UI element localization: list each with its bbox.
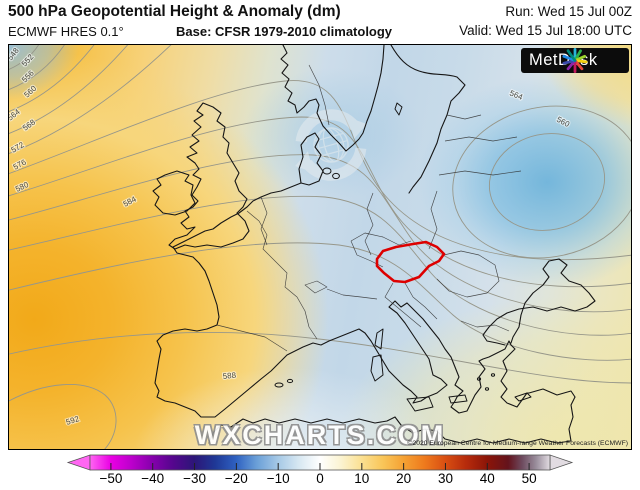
hungary-outline — [375, 240, 446, 284]
colorbar-tick-label: −40 — [141, 471, 164, 486]
page-title: 500 hPa Geopotential Height & Anomaly (d… — [8, 3, 341, 20]
contour-label: 560 — [555, 115, 571, 129]
contour-label: 548 — [9, 46, 21, 62]
colorbar-right-arrow — [549, 454, 574, 471]
colorbar-tick-label: 40 — [480, 471, 495, 486]
metdesk-starburst-icon — [562, 48, 588, 73]
metdesk-logo: MetDesk — [521, 48, 629, 73]
contour-lines — [9, 45, 631, 449]
colorbar-tick-label: 10 — [354, 471, 369, 486]
map-overlay: 5485525565605645685725765805845885925605… — [9, 45, 631, 449]
weather-map: 548 552 556 560 564 568 572 576 580 584 588 592 560 5… — [8, 44, 632, 450]
anomaly-colorbar: −50 −40 −30 −20 −10 0 10 20 30 40 50 — [66, 454, 574, 486]
model-label: ECMWF HRES 0.1° — [8, 24, 124, 39]
valid-time-label: Valid: Wed 15 Jul 18:00 UTC — [459, 23, 632, 38]
copyright-text: ©2020 European Centre for Medium-range W… — [407, 440, 628, 447]
run-time-label: Run: Wed 15 Jul 00Z — [505, 4, 632, 19]
contour-label: 580 — [14, 180, 30, 194]
colorbar-tick-label: −20 — [225, 471, 248, 486]
colorbar-tick-label: 20 — [396, 471, 411, 486]
colorbar-tick-label: −30 — [183, 471, 206, 486]
wxcharts-text-watermark: WXCHARTS.COM — [194, 420, 446, 450]
colorbar-tick-label: 30 — [438, 471, 453, 486]
coastlines — [152, 45, 596, 444]
contour-label: 584 — [122, 194, 138, 208]
colorbar-tick-label: −50 — [99, 471, 122, 486]
country-borders — [216, 64, 522, 352]
climatology-base-label: Base: CFSR 1979-2010 climatology — [176, 24, 393, 39]
colorbar-left-arrow — [66, 454, 91, 471]
contour-label: 588 — [222, 371, 237, 381]
contour-label: 564 — [9, 107, 22, 123]
contour-label: 552 — [20, 52, 36, 68]
islands — [274, 102, 532, 412]
contour-label: 592 — [65, 414, 81, 427]
colorbar-tick-label: −10 — [267, 471, 290, 486]
colorbar-tick-label: 0 — [316, 471, 324, 486]
colorbar-ticks: −50 −40 −30 −20 −10 0 10 20 30 40 50 — [99, 463, 537, 486]
contour-label: 576 — [12, 157, 28, 171]
contour-label: 564 — [508, 89, 524, 103]
contour-label: 568 — [21, 117, 38, 132]
contour-label: 556 — [20, 68, 36, 84]
contour-label: 560 — [22, 83, 38, 99]
colorbar-tick-label: 50 — [522, 471, 537, 486]
contour-label: 572 — [10, 140, 27, 155]
